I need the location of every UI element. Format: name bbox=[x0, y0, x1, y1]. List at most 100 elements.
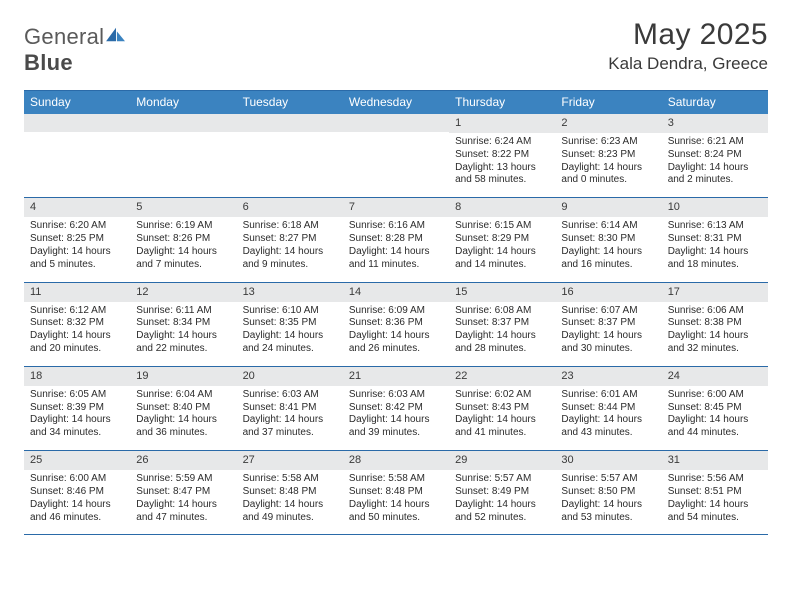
day-number: 15 bbox=[449, 283, 555, 302]
brand-text-2: Blue bbox=[24, 50, 73, 75]
day-number: 28 bbox=[343, 451, 449, 470]
sunset-text: Sunset: 8:48 PM bbox=[349, 486, 443, 499]
sunrise-text: Sunrise: 6:00 AM bbox=[30, 473, 124, 486]
day-number: 6 bbox=[237, 198, 343, 217]
calendar-day: 9Sunrise: 6:14 AMSunset: 8:30 PMDaylight… bbox=[555, 198, 661, 281]
weekday-header: Saturday bbox=[662, 91, 768, 114]
sunset-text: Sunset: 8:27 PM bbox=[243, 233, 337, 246]
day-number: 3 bbox=[662, 114, 768, 133]
calendar-day: 4Sunrise: 6:20 AMSunset: 8:25 PMDaylight… bbox=[24, 198, 130, 281]
calendar-day: 30Sunrise: 5:57 AMSunset: 8:50 PMDayligh… bbox=[555, 451, 661, 534]
month-title: May 2025 bbox=[608, 18, 768, 52]
day-body: Sunrise: 5:57 AMSunset: 8:49 PMDaylight:… bbox=[449, 470, 555, 534]
calendar-day: 19Sunrise: 6:04 AMSunset: 8:40 PMDayligh… bbox=[130, 367, 236, 450]
calendar-day: 10Sunrise: 6:13 AMSunset: 8:31 PMDayligh… bbox=[662, 198, 768, 281]
day-number: 1 bbox=[449, 114, 555, 133]
calendar-day: 28Sunrise: 5:58 AMSunset: 8:48 PMDayligh… bbox=[343, 451, 449, 534]
calendar-day: 2Sunrise: 6:23 AMSunset: 8:23 PMDaylight… bbox=[555, 114, 661, 197]
day-body: Sunrise: 6:05 AMSunset: 8:39 PMDaylight:… bbox=[24, 386, 130, 450]
day-number: 20 bbox=[237, 367, 343, 386]
calendar-week: 25Sunrise: 6:00 AMSunset: 8:46 PMDayligh… bbox=[24, 451, 768, 535]
calendar-day: 24Sunrise: 6:00 AMSunset: 8:45 PMDayligh… bbox=[662, 367, 768, 450]
day-body: Sunrise: 6:19 AMSunset: 8:26 PMDaylight:… bbox=[130, 217, 236, 281]
day-body: Sunrise: 6:21 AMSunset: 8:24 PMDaylight:… bbox=[662, 133, 768, 197]
day-number: 22 bbox=[449, 367, 555, 386]
calendar-day: 15Sunrise: 6:08 AMSunset: 8:37 PMDayligh… bbox=[449, 283, 555, 366]
calendar-day: 1Sunrise: 6:24 AMSunset: 8:22 PMDaylight… bbox=[449, 114, 555, 197]
daylight-text: Daylight: 14 hours and 32 minutes. bbox=[668, 330, 762, 356]
sunset-text: Sunset: 8:51 PM bbox=[668, 486, 762, 499]
weekday-header: Sunday bbox=[24, 91, 130, 114]
weekday-header: Monday bbox=[130, 91, 236, 114]
calendar-day: 3Sunrise: 6:21 AMSunset: 8:24 PMDaylight… bbox=[662, 114, 768, 197]
day-number: 11 bbox=[24, 283, 130, 302]
sunrise-text: Sunrise: 6:13 AM bbox=[668, 220, 762, 233]
day-number: 7 bbox=[343, 198, 449, 217]
daylight-text: Daylight: 14 hours and 36 minutes. bbox=[136, 414, 230, 440]
day-number: 26 bbox=[130, 451, 236, 470]
sunset-text: Sunset: 8:39 PM bbox=[30, 402, 124, 415]
daylight-text: Daylight: 14 hours and 28 minutes. bbox=[455, 330, 549, 356]
sunset-text: Sunset: 8:40 PM bbox=[136, 402, 230, 415]
sunset-text: Sunset: 8:43 PM bbox=[455, 402, 549, 415]
location-label: Kala Dendra, Greece bbox=[608, 54, 768, 74]
day-number: 24 bbox=[662, 367, 768, 386]
sunset-text: Sunset: 8:28 PM bbox=[349, 233, 443, 246]
calendar-day: 5Sunrise: 6:19 AMSunset: 8:26 PMDaylight… bbox=[130, 198, 236, 281]
day-number: 19 bbox=[130, 367, 236, 386]
daylight-text: Daylight: 14 hours and 14 minutes. bbox=[455, 246, 549, 272]
daylight-text: Daylight: 14 hours and 43 minutes. bbox=[561, 414, 655, 440]
daylight-text: Daylight: 14 hours and 41 minutes. bbox=[455, 414, 549, 440]
day-body bbox=[130, 132, 236, 180]
sunrise-text: Sunrise: 6:10 AM bbox=[243, 305, 337, 318]
title-block: May 2025 Kala Dendra, Greece bbox=[608, 18, 768, 74]
calendar-day: 23Sunrise: 6:01 AMSunset: 8:44 PMDayligh… bbox=[555, 367, 661, 450]
sunrise-text: Sunrise: 6:21 AM bbox=[668, 136, 762, 149]
weekday-header: Wednesday bbox=[343, 91, 449, 114]
day-number: 10 bbox=[662, 198, 768, 217]
sunrise-text: Sunrise: 6:16 AM bbox=[349, 220, 443, 233]
sunrise-text: Sunrise: 6:11 AM bbox=[136, 305, 230, 318]
daylight-text: Daylight: 14 hours and 47 minutes. bbox=[136, 499, 230, 525]
daylight-text: Daylight: 13 hours and 58 minutes. bbox=[455, 162, 549, 188]
daylight-text: Daylight: 14 hours and 53 minutes. bbox=[561, 499, 655, 525]
calendar-day: 25Sunrise: 6:00 AMSunset: 8:46 PMDayligh… bbox=[24, 451, 130, 534]
day-body: Sunrise: 6:06 AMSunset: 8:38 PMDaylight:… bbox=[662, 302, 768, 366]
daylight-text: Daylight: 14 hours and 22 minutes. bbox=[136, 330, 230, 356]
day-body bbox=[343, 132, 449, 180]
day-body: Sunrise: 6:04 AMSunset: 8:40 PMDaylight:… bbox=[130, 386, 236, 450]
daylight-text: Daylight: 14 hours and 16 minutes. bbox=[561, 246, 655, 272]
day-number: 17 bbox=[662, 283, 768, 302]
day-body: Sunrise: 6:10 AMSunset: 8:35 PMDaylight:… bbox=[237, 302, 343, 366]
sunrise-text: Sunrise: 6:05 AM bbox=[30, 389, 124, 402]
calendar-day-empty bbox=[237, 114, 343, 197]
calendar-day: 22Sunrise: 6:02 AMSunset: 8:43 PMDayligh… bbox=[449, 367, 555, 450]
sunrise-text: Sunrise: 6:07 AM bbox=[561, 305, 655, 318]
day-number: 29 bbox=[449, 451, 555, 470]
sunset-text: Sunset: 8:41 PM bbox=[243, 402, 337, 415]
brand-text: GeneralBlue bbox=[24, 24, 127, 76]
sunset-text: Sunset: 8:29 PM bbox=[455, 233, 549, 246]
sunset-text: Sunset: 8:23 PM bbox=[561, 149, 655, 162]
daylight-text: Daylight: 14 hours and 26 minutes. bbox=[349, 330, 443, 356]
day-body: Sunrise: 5:59 AMSunset: 8:47 PMDaylight:… bbox=[130, 470, 236, 534]
day-body: Sunrise: 6:02 AMSunset: 8:43 PMDaylight:… bbox=[449, 386, 555, 450]
brand-logo: GeneralBlue bbox=[24, 18, 127, 76]
day-body: Sunrise: 6:12 AMSunset: 8:32 PMDaylight:… bbox=[24, 302, 130, 366]
sunrise-text: Sunrise: 6:01 AM bbox=[561, 389, 655, 402]
calendar-day-empty bbox=[130, 114, 236, 197]
sunset-text: Sunset: 8:50 PM bbox=[561, 486, 655, 499]
sunset-text: Sunset: 8:37 PM bbox=[455, 317, 549, 330]
calendar-day: 17Sunrise: 6:06 AMSunset: 8:38 PMDayligh… bbox=[662, 283, 768, 366]
sunrise-text: Sunrise: 5:56 AM bbox=[668, 473, 762, 486]
day-body: Sunrise: 6:07 AMSunset: 8:37 PMDaylight:… bbox=[555, 302, 661, 366]
day-body: Sunrise: 6:24 AMSunset: 8:22 PMDaylight:… bbox=[449, 133, 555, 197]
sunset-text: Sunset: 8:37 PM bbox=[561, 317, 655, 330]
sunset-text: Sunset: 8:25 PM bbox=[30, 233, 124, 246]
day-body: Sunrise: 5:57 AMSunset: 8:50 PMDaylight:… bbox=[555, 470, 661, 534]
sunrise-text: Sunrise: 6:19 AM bbox=[136, 220, 230, 233]
sunrise-text: Sunrise: 6:09 AM bbox=[349, 305, 443, 318]
day-number: 4 bbox=[24, 198, 130, 217]
sunrise-text: Sunrise: 5:59 AM bbox=[136, 473, 230, 486]
day-body: Sunrise: 5:58 AMSunset: 8:48 PMDaylight:… bbox=[237, 470, 343, 534]
